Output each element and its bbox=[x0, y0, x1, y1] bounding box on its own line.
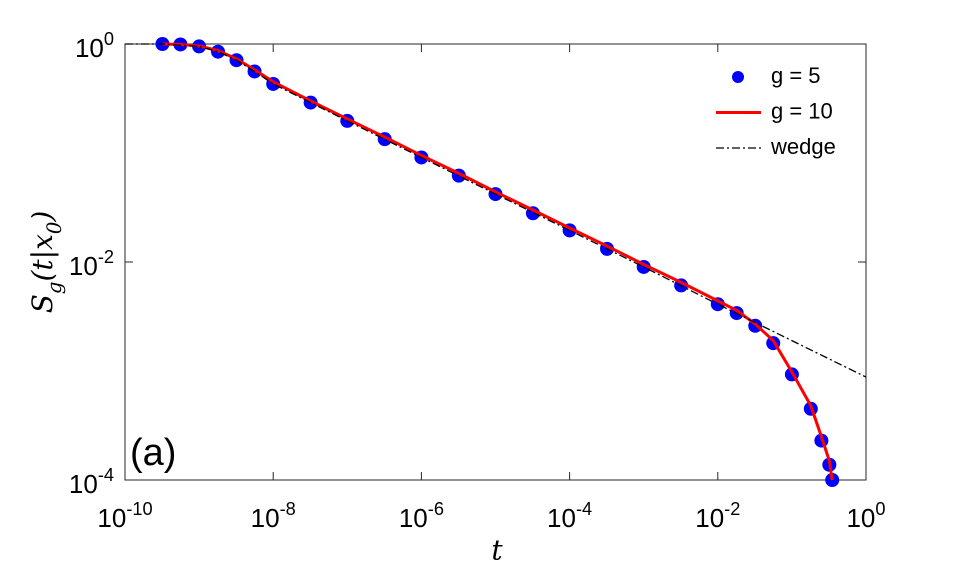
series-line bbox=[125, 43, 867, 378]
panel-label: (a) bbox=[130, 432, 176, 474]
legend-label: wedge bbox=[770, 134, 836, 159]
x-tick-label: 10-10 bbox=[97, 499, 152, 533]
legend-marker bbox=[732, 71, 744, 83]
x-tick-label: 100 bbox=[846, 499, 885, 533]
y-axis-label: Sg(t|x0) bbox=[26, 211, 67, 314]
y-tick-label: 10-2 bbox=[69, 247, 114, 281]
x-tick-label: 10-8 bbox=[251, 499, 296, 533]
x-tick-label: 10-4 bbox=[547, 499, 592, 533]
legend-label: g = 10 bbox=[771, 98, 833, 123]
x-axis-label: t bbox=[491, 534, 503, 567]
series-line bbox=[162, 42, 834, 481]
plot-frame bbox=[124, 43, 867, 481]
x-tick-label: 10-2 bbox=[695, 499, 740, 533]
legend-label: g = 5 bbox=[771, 63, 821, 88]
y-tick-label: 100 bbox=[75, 29, 114, 63]
x-tick-label: 10-6 bbox=[399, 499, 444, 533]
y-tick-label: 10-4 bbox=[69, 465, 114, 499]
